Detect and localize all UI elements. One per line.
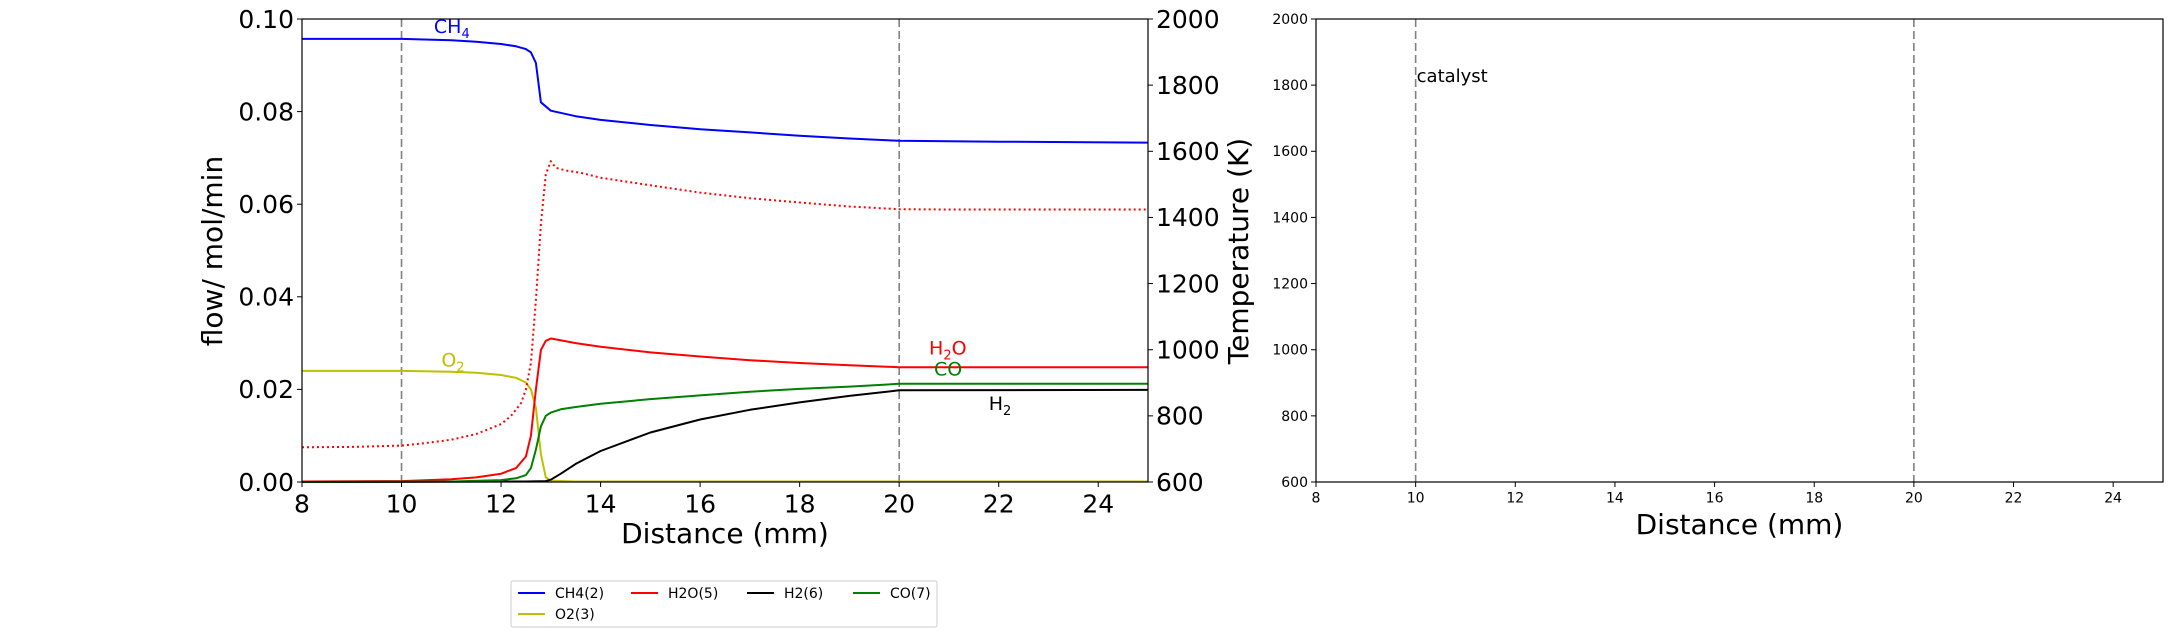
- right-ytick-label: 800: [1281, 409, 1308, 425]
- left-xtick-label: 12: [485, 490, 517, 519]
- left-y2tick-label: 2000: [1156, 5, 1220, 34]
- right-ytick-label: 1200: [1272, 276, 1308, 292]
- annotation-co: CO: [934, 359, 962, 381]
- right-xtick-label: 16: [1706, 491, 1724, 507]
- left-ytick-label: 0.06: [238, 190, 294, 219]
- left-xtick-label: 22: [983, 490, 1015, 519]
- right-xtick-label: 10: [1407, 491, 1425, 507]
- left-xtick-label: 18: [784, 490, 816, 519]
- left-y2tick-label: 1200: [1156, 269, 1220, 298]
- right-xtick-label: 12: [1506, 491, 1524, 507]
- left-y2-axis-label: Temperature (K): [1222, 138, 1255, 365]
- right-xtick-label: 20: [1905, 491, 1923, 507]
- left-xtick-label: 16: [684, 490, 716, 519]
- right-ytick-label: 1600: [1272, 144, 1308, 160]
- left-xtick-label: 20: [883, 490, 915, 519]
- right-chart: 8 10 12 14 16 18 20 22 24 600 800 1000 1200 1400 1600 1…: [1272, 12, 2164, 541]
- legend-label: O2(3): [555, 607, 595, 623]
- left-chart: 8 10 12 14 16 18 20 22 24 0.00 0.02 0.04 0.06 0.08 0.1…: [196, 5, 1255, 550]
- legend-box: [510, 580, 938, 628]
- legend-label: H2O(5): [668, 586, 718, 602]
- legend-label: CH4(2): [555, 586, 604, 602]
- right-ytick-label: 1000: [1272, 343, 1308, 359]
- annotation-catalyst: catalyst: [1417, 66, 1488, 87]
- right-xtick-label: 14: [1606, 491, 1624, 507]
- right-xtick-label: 8: [1312, 491, 1321, 507]
- series-ch4-2-line: [302, 37, 1148, 144]
- left-xtick-label: 24: [1082, 490, 1114, 519]
- left-y2tick-label: 1800: [1156, 71, 1220, 100]
- series-co-7-line: [302, 382, 1148, 483]
- left-y2tick-label: 600: [1156, 468, 1204, 497]
- left-x-axis-label: Distance (mm): [621, 517, 829, 550]
- legend-label: H2(6): [784, 586, 823, 602]
- left-ytick-label: 0.04: [238, 283, 294, 312]
- left-ytick-label: 0.00: [238, 468, 294, 497]
- annotation-ch4: CH4: [434, 16, 470, 42]
- annotation-h2: H2: [989, 393, 1012, 419]
- series-temperature-line: [302, 160, 1148, 449]
- legend-label: CO(7): [890, 586, 931, 602]
- left-xtick-label: 8: [294, 490, 310, 519]
- left-y-axis-label: flow/ mol/min: [196, 156, 229, 346]
- left-plot-frame: [301, 18, 1149, 483]
- right-ytick-label: 1400: [1272, 210, 1308, 226]
- series-o2-3-line: [302, 369, 1148, 483]
- annotation-o2: O2: [441, 349, 464, 375]
- left-ytick-label: 0.08: [238, 97, 294, 126]
- right-x-axis-label: Distance (mm): [1636, 508, 1844, 541]
- left-ytick-label: 0.10: [238, 5, 294, 34]
- left-xtick-label: 14: [585, 490, 617, 519]
- right-ytick-label: 2000: [1272, 12, 1308, 28]
- left-series-group: [302, 37, 1148, 483]
- right-xtick-label: 22: [2005, 491, 2023, 507]
- left-y2tick-label: 1000: [1156, 335, 1220, 364]
- series-h2-6-line: [302, 388, 1148, 483]
- left-y2tick-label: 800: [1156, 402, 1204, 431]
- right-xtick-label: 24: [2104, 491, 2122, 507]
- right-xtick-label: 18: [1805, 491, 1823, 507]
- legend: CH4(2) H2O(5) H2(6) CO(7) O2(3): [510, 580, 938, 628]
- series-h2o-5-line: [302, 337, 1148, 483]
- right-ytick-label: 600: [1281, 475, 1308, 491]
- annotation-h2o: H2O: [929, 338, 967, 364]
- left-ytick-label: 0.02: [238, 375, 294, 404]
- right-ytick-label: 1800: [1272, 78, 1308, 94]
- left-y2tick-label: 1400: [1156, 203, 1220, 232]
- right-plot-frame: [1315, 18, 2164, 483]
- left-y2tick-label: 1600: [1156, 137, 1220, 166]
- left-xtick-label: 10: [386, 490, 418, 519]
